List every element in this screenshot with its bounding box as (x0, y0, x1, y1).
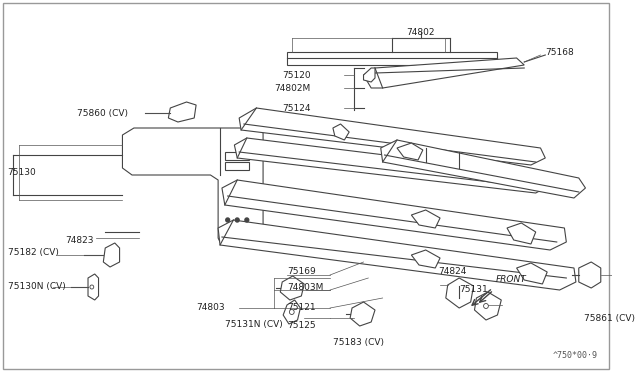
Text: 75131N (CV): 75131N (CV) (225, 321, 283, 330)
Polygon shape (364, 68, 375, 82)
Text: 74803M: 74803M (287, 283, 323, 292)
Polygon shape (412, 250, 440, 268)
Polygon shape (222, 180, 566, 250)
Text: 75182 (CV): 75182 (CV) (8, 247, 58, 257)
Text: 75124: 75124 (282, 103, 311, 112)
Text: 74802M: 74802M (275, 83, 311, 93)
Text: FRONT: FRONT (495, 276, 526, 285)
Polygon shape (364, 58, 524, 88)
Text: 75169: 75169 (287, 267, 316, 276)
Text: 75860 (CV): 75860 (CV) (77, 109, 127, 118)
Polygon shape (579, 262, 601, 288)
Polygon shape (283, 300, 300, 324)
Polygon shape (218, 220, 576, 290)
Polygon shape (287, 52, 497, 65)
Text: 75168: 75168 (545, 48, 574, 57)
Polygon shape (88, 274, 99, 300)
Text: 75131: 75131 (459, 285, 488, 295)
Polygon shape (239, 108, 545, 165)
Polygon shape (412, 210, 440, 228)
Polygon shape (122, 128, 263, 242)
Text: 75861 (CV): 75861 (CV) (584, 314, 634, 323)
Polygon shape (168, 102, 196, 122)
Circle shape (236, 218, 239, 222)
Text: 75130N (CV): 75130N (CV) (8, 282, 65, 292)
Polygon shape (397, 143, 423, 160)
Circle shape (226, 218, 230, 222)
Polygon shape (474, 292, 501, 320)
Polygon shape (280, 276, 304, 300)
Text: ^750*00·9: ^750*00·9 (553, 351, 598, 360)
Polygon shape (381, 140, 586, 198)
Polygon shape (225, 152, 249, 160)
Text: 74823: 74823 (65, 235, 93, 244)
Text: 74803: 74803 (196, 304, 225, 312)
Text: 74824: 74824 (438, 267, 467, 276)
Text: 75121: 75121 (287, 304, 316, 312)
Text: 75120: 75120 (282, 71, 311, 80)
Polygon shape (234, 138, 549, 193)
Polygon shape (516, 263, 547, 284)
Text: 75130: 75130 (8, 167, 36, 176)
Polygon shape (446, 278, 474, 308)
Polygon shape (350, 302, 375, 326)
Circle shape (245, 218, 249, 222)
Polygon shape (225, 162, 249, 170)
Text: 74802: 74802 (406, 28, 435, 36)
Text: 75125: 75125 (287, 321, 316, 330)
Polygon shape (103, 243, 120, 267)
Polygon shape (333, 124, 349, 140)
Text: 75183 (CV): 75183 (CV) (333, 337, 384, 346)
Polygon shape (507, 223, 536, 244)
